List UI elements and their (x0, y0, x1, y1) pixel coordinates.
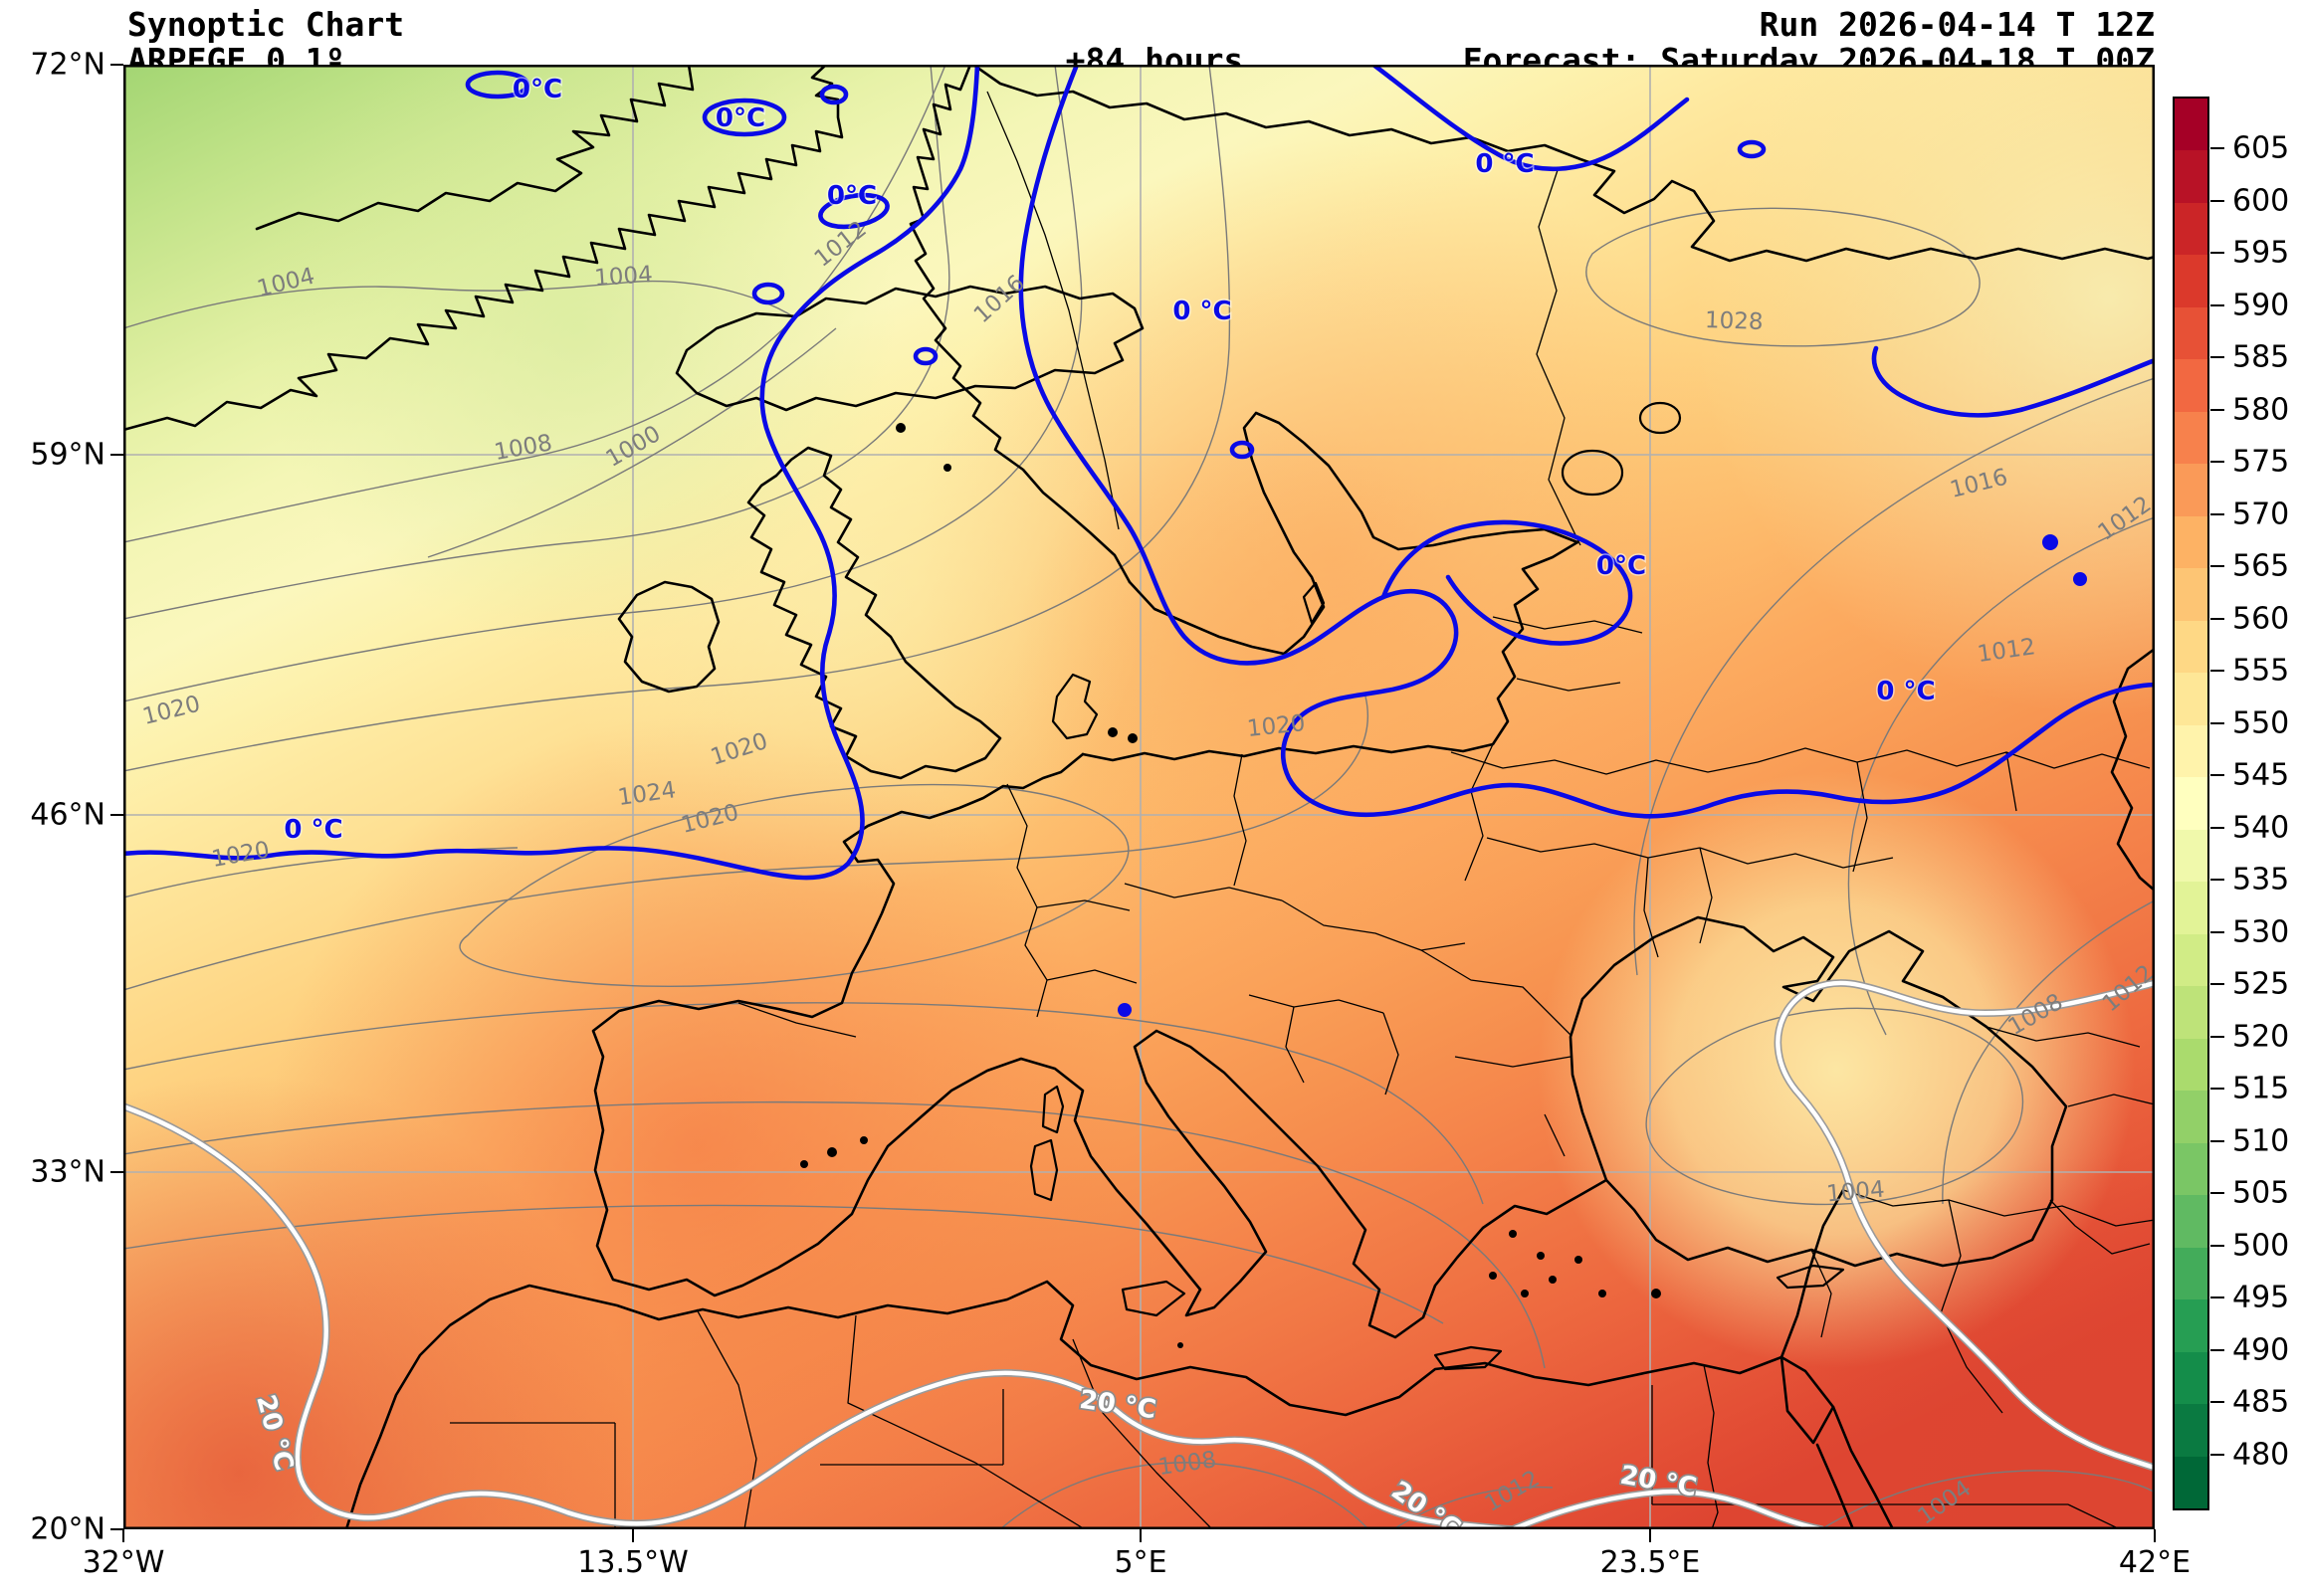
svg-text:1004: 1004 (593, 262, 653, 292)
x-tick-label: 13.5°W (577, 1545, 689, 1580)
y-tick-label: 59°N (30, 437, 105, 473)
colorbar-value: 500 (2232, 1228, 2290, 1264)
colorbar-value: 555 (2232, 653, 2290, 689)
colorbar-value: 605 (2232, 130, 2290, 166)
svg-text:1004: 1004 (1825, 1177, 1886, 1208)
warm-isotherm-lines (123, 979, 2155, 1529)
zero-isotherm-lines (123, 65, 2155, 1017)
svg-text:0°C: 0°C (513, 75, 562, 104)
colorbar-value: 495 (2232, 1280, 2290, 1315)
colorbar-value: 485 (2232, 1384, 2290, 1420)
x-axis: 32°W 13.5°W 5°E 23.5°E 42°E (0, 1529, 2302, 1596)
colorbar-value: 490 (2232, 1332, 2290, 1368)
svg-text:0 °C: 0 °C (1172, 297, 1231, 326)
colorbar-value: 525 (2232, 966, 2290, 1002)
colorbar-value: 580 (2232, 392, 2290, 428)
y-axis: 72°N 59°N 46°N 33°N 20°N (0, 0, 123, 1596)
colorbar-value: 550 (2232, 705, 2290, 741)
colorbar-value: 595 (2232, 235, 2290, 271)
colorbar-value: 565 (2232, 548, 2290, 584)
map-frame (123, 65, 2155, 1529)
x-tick-label: 32°W (82, 1545, 165, 1580)
svg-text:0°C: 0°C (716, 103, 765, 133)
graticule (123, 65, 2155, 1529)
colorbar-value: 520 (2232, 1019, 2290, 1055)
colorbar-value: 570 (2232, 497, 2290, 532)
svg-text:0°C: 0°C (827, 181, 877, 211)
zero-isotherm-labels: 0°C 0°C 0°C 0 °C 0 °C 0 °C 0°C 0 °C (283, 74, 1937, 847)
y-tick-label: 33°N (30, 1154, 105, 1190)
y-tick-label: 72°N (30, 47, 105, 83)
colorbar-value: 600 (2232, 183, 2290, 219)
colorbar-value: 510 (2232, 1123, 2290, 1159)
colorbar-ticks: 605 600 595 590 585 580 575 570 565 560 555 550 545 5… (2210, 97, 2302, 1510)
colorbar-value: 530 (2232, 914, 2290, 950)
colorbar-value: 575 (2232, 444, 2290, 480)
page-title: Synoptic Chart (127, 5, 405, 44)
colorbar-value: 590 (2232, 288, 2290, 323)
colorbar-value: 585 (2232, 339, 2290, 375)
colorbar-value: 560 (2232, 601, 2290, 637)
colorbar-value: 515 (2232, 1071, 2290, 1106)
country-borders (450, 91, 2155, 1529)
svg-text:1020: 1020 (1246, 710, 1307, 742)
x-tick-label: 42°E (2118, 1545, 2192, 1580)
svg-text:0 °C: 0 °C (284, 815, 342, 845)
colorbar-value: 535 (2232, 862, 2290, 898)
colorbar-value: 505 (2232, 1175, 2290, 1211)
x-tick-label: 5°E (1114, 1545, 1167, 1580)
shaded-field (123, 65, 2155, 1529)
colorbar (2173, 97, 2209, 1510)
y-tick-label: 20°N (30, 1511, 105, 1547)
svg-text:1028: 1028 (1705, 307, 1764, 335)
x-tick-label: 23.5°E (1599, 1545, 1701, 1580)
run-timestamp: Run 2026-04-14 T 12Z (1759, 5, 2155, 44)
svg-text:0 °C: 0 °C (1876, 677, 1935, 706)
svg-text:0°C: 0°C (1596, 551, 1646, 581)
svg-text:0 °C: 0 °C (1475, 149, 1534, 179)
colorbar-value: 540 (2232, 810, 2290, 846)
colorbar-value: 545 (2232, 757, 2290, 793)
colorbar-value: 480 (2232, 1437, 2290, 1473)
y-tick-label: 46°N (30, 797, 105, 833)
